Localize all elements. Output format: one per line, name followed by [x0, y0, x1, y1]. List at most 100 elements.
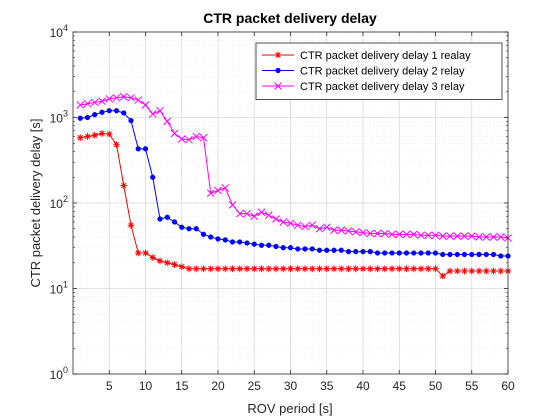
data-point-series-2: [418, 250, 424, 256]
x-tick-label: 45: [393, 379, 407, 393]
data-point-series-3: [467, 232, 476, 240]
data-point-series-3: [170, 129, 179, 138]
data-point-series-3: [496, 233, 505, 241]
data-point-series-2: [179, 224, 185, 230]
data-point-series-1: [163, 259, 171, 267]
data-point-series-1: [432, 265, 439, 273]
data-point-series-3: [286, 219, 295, 228]
data-point-series-3: [119, 92, 128, 101]
x-tick-label: 30: [284, 379, 298, 393]
data-point-series-1: [236, 265, 244, 273]
data-point-series-2: [396, 250, 402, 256]
data-point-series-2: [295, 246, 301, 252]
data-point-series-2: [171, 219, 178, 225]
data-point-series-3: [431, 231, 440, 240]
legend-item: CTR packet delivery delay 1 realay: [262, 50, 471, 62]
data-point-series-1: [229, 265, 236, 273]
data-point-series-2: [84, 114, 91, 121]
series-3: [76, 92, 512, 242]
data-point-series-2: [483, 251, 489, 258]
data-point-series-1: [149, 254, 157, 261]
data-point-series-1: [352, 265, 360, 273]
data-point-series-1: [395, 265, 403, 273]
data-point-series-3: [257, 208, 266, 217]
data-point-series-3: [424, 231, 433, 240]
data-point-series-3: [315, 224, 324, 233]
data-point-series-1: [294, 265, 302, 273]
data-point-series-3: [344, 227, 353, 235]
data-point-series-2: [447, 251, 453, 258]
data-point-series-2: [150, 174, 156, 180]
data-point-series-1: [316, 265, 323, 273]
data-point-series-1: [134, 249, 142, 257]
data-point-series-2: [324, 247, 330, 253]
x-tick-label: 55: [465, 379, 479, 393]
data-point-series-2: [237, 239, 243, 245]
data-point-series-3: [489, 233, 498, 241]
data-point-series-1: [265, 265, 273, 273]
data-point-series-1: [359, 265, 367, 273]
y-tick-exponent: 1: [63, 280, 68, 290]
data-point-series-2: [222, 237, 228, 243]
data-point-series-3: [112, 93, 121, 102]
series-1: [76, 130, 512, 280]
data-point-series-1: [468, 267, 476, 275]
x-tick-label: 35: [320, 379, 334, 393]
series-2: [77, 108, 511, 259]
data-point-series-3: [359, 228, 367, 237]
data-point-series-3: [446, 232, 454, 240]
data-point-series-1: [374, 265, 381, 273]
data-point-series-2: [374, 250, 381, 256]
data-point-series-3: [163, 117, 172, 126]
x-tick-label: 10: [139, 379, 153, 393]
data-point-series-2: [186, 226, 192, 232]
data-point-series-3: [351, 227, 360, 236]
data-point-series-1: [113, 141, 120, 149]
data-point-series-3: [177, 135, 186, 143]
legend-item: CTR packet delivery delay 3 relay: [262, 81, 465, 93]
data-point-series-2: [92, 111, 98, 118]
data-point-series-1: [490, 267, 497, 275]
data-point-series-1: [105, 130, 113, 138]
data-point-series-2: [302, 246, 308, 252]
data-point-series-3: [199, 133, 208, 142]
data-point-series-3: [438, 232, 447, 240]
data-point-series-1: [337, 265, 345, 273]
data-point-series-1: [330, 265, 338, 273]
data-point-series-3: [105, 95, 114, 103]
y-tick-exponent: 3: [63, 109, 68, 119]
data-point-series-2: [229, 239, 236, 245]
data-point-series-2: [360, 248, 366, 255]
data-point-series-2: [490, 251, 497, 258]
data-point-series-3: [98, 97, 106, 106]
data-point-series-2: [273, 243, 279, 250]
data-point-series-1: [127, 221, 135, 229]
data-point-series-3: [388, 230, 396, 239]
data-point-series-2: [309, 246, 315, 252]
data-point-series-1: [171, 261, 178, 268]
data-point-series-2: [432, 250, 439, 256]
data-point-series-3: [417, 231, 425, 240]
data-point-series-2: [208, 234, 214, 240]
x-tick-label: 15: [175, 379, 189, 393]
data-point-series-1: [272, 265, 280, 273]
data-point-series-3: [482, 233, 491, 241]
data-point-series-1: [475, 267, 483, 275]
data-point-series-3: [206, 189, 215, 198]
legend-label: CTR packet delivery delay 2 relay: [300, 66, 465, 78]
data-point-series-2: [476, 251, 482, 258]
data-point-series-1: [482, 267, 490, 275]
data-point-series-1: [417, 265, 425, 273]
data-point-series-1: [120, 182, 128, 189]
data-point-series-1: [301, 265, 309, 273]
y-tick-exponent: 2: [63, 194, 68, 204]
data-point-series-2: [287, 245, 294, 251]
data-point-series-1: [258, 265, 265, 273]
x-tick-label: 5: [106, 379, 113, 393]
data-point-series-3: [156, 106, 164, 115]
data-point-series-1: [185, 265, 193, 273]
data-point-series-1: [214, 265, 222, 273]
data-point-series-2: [498, 253, 504, 259]
data-point-series-3: [185, 135, 193, 144]
